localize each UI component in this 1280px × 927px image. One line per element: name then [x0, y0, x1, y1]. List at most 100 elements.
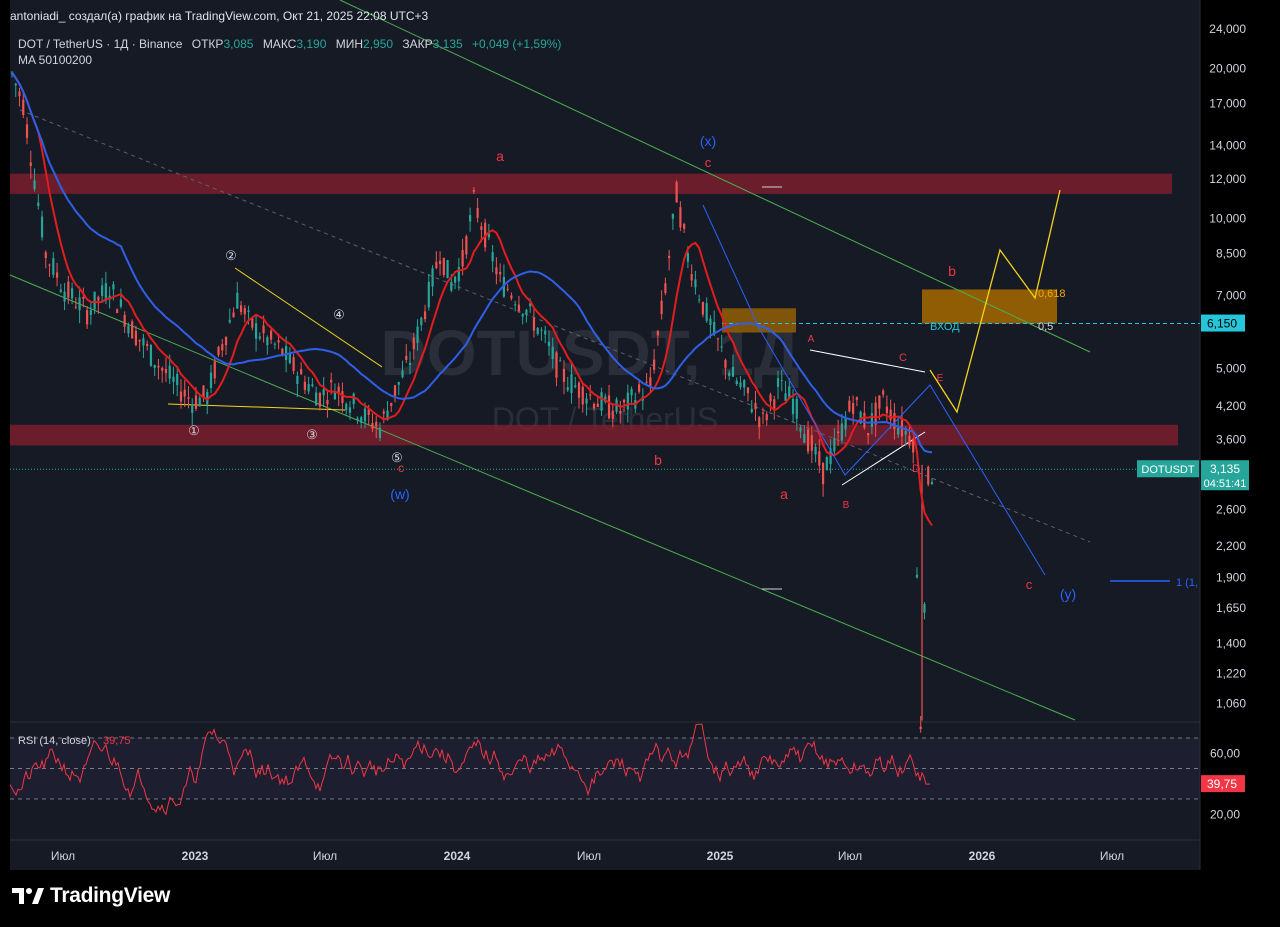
candle-body [668, 255, 671, 258]
candle-body [450, 281, 453, 291]
candle-body [589, 394, 592, 396]
candle-body [784, 393, 787, 401]
candle-body [262, 325, 265, 334]
candle-body [844, 418, 847, 430]
candle-body [536, 327, 539, 335]
candle-body [833, 437, 836, 452]
candle-body [889, 409, 892, 420]
candle-body [378, 427, 382, 439]
candle-body [221, 344, 224, 351]
candle-body [878, 395, 881, 409]
candle-body [161, 367, 164, 371]
candle-body [431, 268, 434, 287]
candle-body [581, 386, 584, 405]
candle-body [311, 384, 314, 387]
candle-body [724, 359, 727, 368]
candle-body [743, 380, 746, 388]
candle-body [705, 303, 708, 321]
time-axis-tick: 2024 [444, 849, 471, 863]
candle-body [123, 314, 126, 327]
candle-body [622, 399, 626, 403]
low-value: 2,950 [363, 37, 394, 51]
candles-group [10, 70, 934, 733]
candle-body [506, 288, 509, 290]
ma-legend[interactable]: MA 50100200 [18, 53, 93, 67]
time-axis-tick: 2026 [969, 849, 996, 863]
candle-body [29, 162, 32, 166]
candle-body [101, 285, 104, 296]
candle-body [773, 399, 776, 409]
rsi-value-tag-bg [1201, 775, 1245, 793]
tradingview-logo[interactable]: TradingView [12, 884, 170, 908]
current-price-value: 3,135 [1210, 462, 1240, 476]
candle-body [698, 299, 701, 301]
price-tag-label: 6,150 [1207, 317, 1237, 331]
price-axis-tick: 1,060 [1216, 697, 1246, 711]
candle-body [25, 124, 29, 138]
candle-body [821, 462, 825, 485]
current-price-symbol-bg [1137, 460, 1199, 478]
price-tag-bg [1201, 314, 1245, 332]
candle-body [664, 283, 667, 293]
wave-label: ③ [306, 427, 318, 442]
wave-label: ④ [333, 307, 345, 322]
candle-body [70, 288, 74, 299]
candle-body [438, 260, 442, 265]
candle-body [645, 381, 648, 383]
candle-body [213, 361, 216, 379]
candle-body [544, 330, 547, 335]
high-value: 3,190 [296, 37, 327, 51]
price-axis-tick: 8,500 [1216, 247, 1246, 261]
zone-resistance [10, 173, 1172, 194]
candle-body [273, 343, 276, 345]
candle-body [904, 431, 907, 435]
candle-body [803, 433, 806, 443]
candle-body [457, 267, 460, 282]
candle-body [592, 403, 596, 409]
candle-body [142, 338, 145, 346]
price-axis-tick: 1,400 [1216, 637, 1246, 651]
low-label: МИН [335, 37, 364, 51]
candle-body [307, 384, 310, 392]
wave-label: a [780, 486, 788, 502]
candle-body [315, 392, 318, 406]
candle-body [397, 381, 400, 385]
candle-body [164, 368, 168, 374]
candle-body [499, 272, 502, 275]
candle-body [168, 365, 171, 379]
countdown-timer: 04:51:41 [1204, 478, 1247, 490]
price-axis-tick: 17,000 [1209, 97, 1246, 111]
trendline-dashed [19, 109, 1091, 543]
candle-body [224, 336, 228, 346]
candle-body [671, 213, 674, 219]
price-axis-tick: 12,000 [1209, 172, 1246, 186]
candle-body [461, 249, 464, 267]
candle-body [930, 482, 934, 485]
candle-body [134, 330, 138, 346]
candle-body [465, 236, 468, 255]
candle-body [288, 352, 291, 364]
time-axis-tick: 2025 [707, 849, 734, 863]
price-axis-tick: 2,600 [1216, 503, 1246, 517]
candle-body [405, 355, 408, 361]
candle-body [341, 391, 344, 404]
candle-body [810, 435, 813, 451]
legend-row: DOT / TetherUS · 1Д · Binance ОТКР3,085 … [18, 37, 561, 51]
candle-body [318, 392, 322, 407]
close-value: 3,135 [432, 37, 463, 51]
candle-body [202, 385, 205, 397]
candle-body [912, 439, 915, 453]
candle-body [277, 340, 280, 343]
candle-body [198, 397, 201, 407]
change-value: +0,049 (+1,59%) [472, 37, 562, 51]
price-axis-tick: 7,000 [1216, 289, 1246, 303]
candle-body [108, 295, 111, 300]
candle-body [562, 368, 566, 382]
candle-body [112, 284, 115, 290]
candle-body [44, 252, 47, 259]
candle-body [296, 375, 299, 385]
candle-body [840, 423, 843, 441]
candle-body [806, 429, 810, 452]
